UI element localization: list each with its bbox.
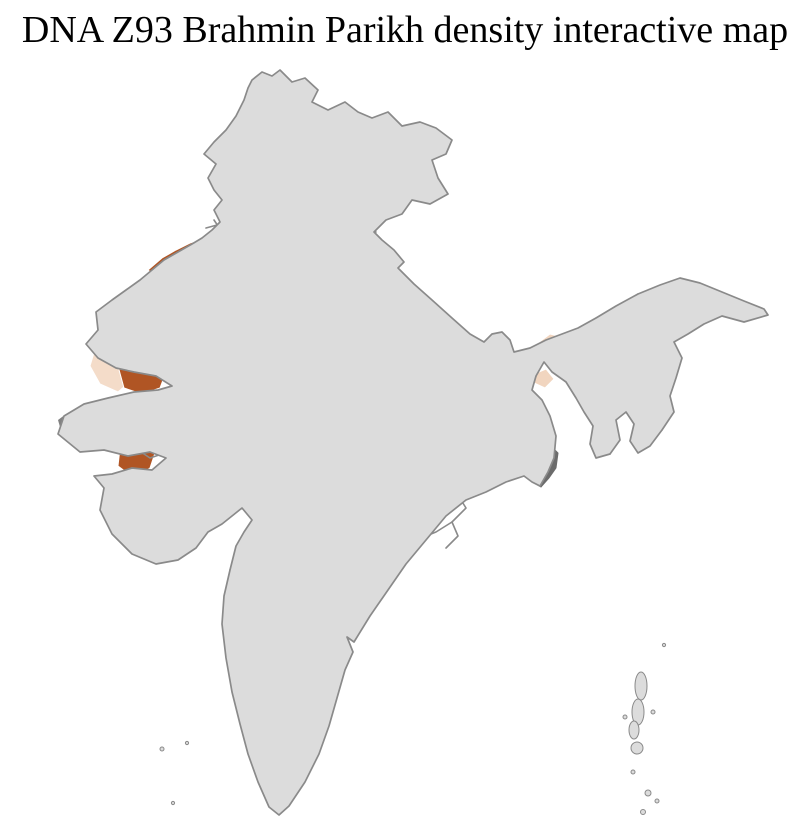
country-outline <box>57 69 769 816</box>
andaman-nicobar-islands[interactable] <box>622 642 667 815</box>
lakshadweep-islands[interactable] <box>159 740 190 806</box>
map-title: DNA Z93 Brahmin Parikh density interacti… <box>21 9 789 51</box>
